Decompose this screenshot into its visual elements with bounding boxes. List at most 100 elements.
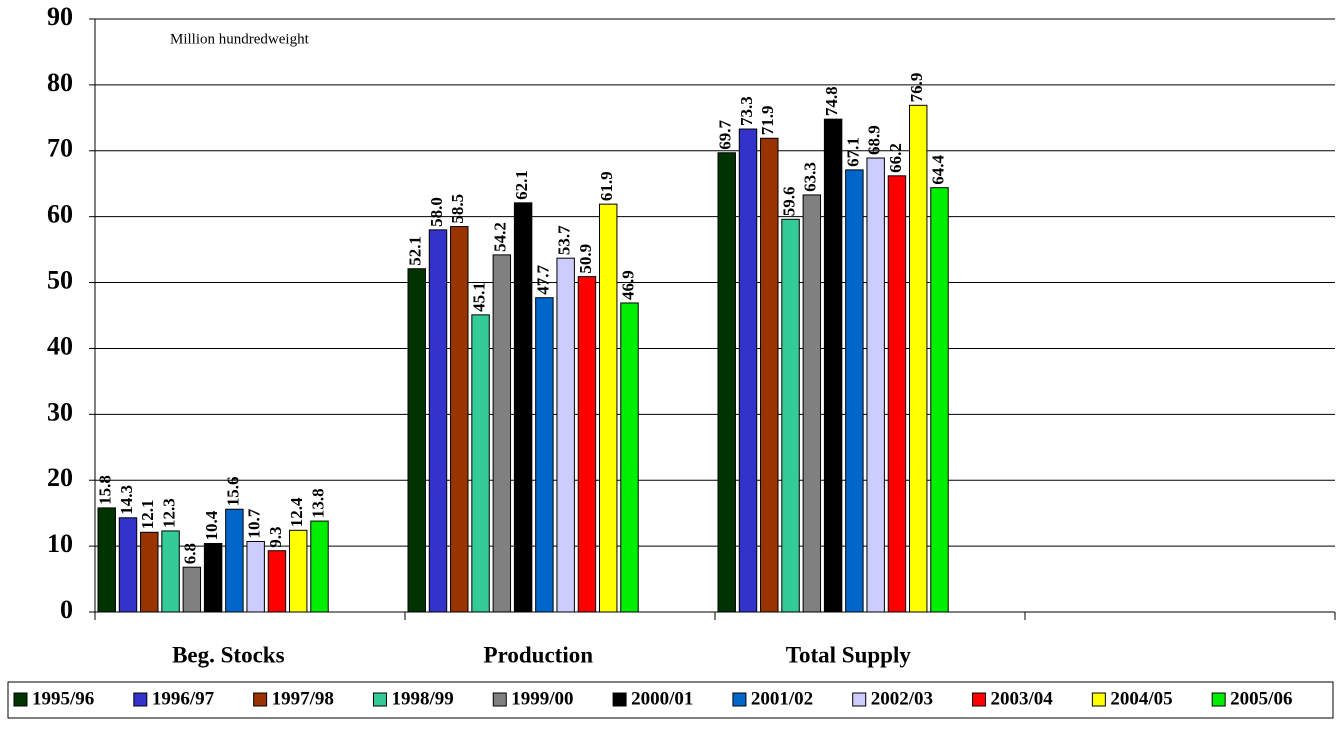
bar — [428, 229, 448, 613]
y-tick-label: 40 — [47, 331, 73, 360]
bar — [556, 257, 575, 613]
y-tick-label: 70 — [47, 134, 73, 163]
legend-label: 1996/97 — [152, 688, 215, 709]
value-label: 53.7 — [555, 225, 574, 255]
legend-label: 2001/02 — [751, 688, 813, 709]
legend-swatch — [253, 692, 268, 707]
y-tick-label: 20 — [47, 463, 73, 492]
value-label: 12.1 — [138, 500, 157, 530]
bar — [450, 226, 469, 613]
bar — [267, 550, 287, 613]
legend-box — [7, 681, 1334, 719]
legend-label: 1997/98 — [272, 688, 334, 709]
value-label: 10.4 — [202, 510, 221, 540]
legend-label: 1998/99 — [391, 688, 453, 709]
bar — [887, 175, 907, 613]
bar — [823, 118, 843, 613]
value-label: 68.9 — [865, 125, 884, 155]
legend-label: 2002/03 — [871, 688, 933, 709]
bar — [781, 218, 800, 613]
legend-swatch — [612, 692, 627, 707]
bar — [471, 314, 490, 613]
value-label: 9.3 — [266, 526, 285, 547]
y-tick-label: 90 — [47, 2, 73, 31]
y-tick-label: 50 — [47, 266, 73, 295]
bar — [407, 268, 426, 613]
bar — [288, 529, 308, 613]
bar — [310, 520, 329, 613]
legend-swatch — [852, 692, 867, 707]
value-label: 74.8 — [822, 86, 841, 116]
value-label: 46.9 — [618, 270, 637, 300]
value-label: 76.9 — [907, 73, 926, 103]
legend-label: 1999/00 — [511, 688, 573, 709]
value-label: 67.1 — [843, 137, 862, 167]
bar — [203, 542, 223, 613]
bar — [866, 157, 885, 613]
x-tick-label: Total Supply — [786, 642, 912, 667]
value-label: 13.8 — [308, 488, 327, 518]
bar — [738, 128, 758, 613]
bar — [225, 508, 244, 613]
y-tick-label: 80 — [47, 68, 73, 97]
legend-swatch — [972, 692, 987, 707]
value-label: 47.7 — [533, 264, 552, 294]
bar — [140, 531, 159, 613]
bar — [845, 169, 864, 613]
legend-swatch — [732, 692, 747, 707]
bar — [760, 137, 779, 613]
legend-label: 2004/05 — [1110, 688, 1172, 709]
x-tick-label: Beg. Stocks — [172, 642, 285, 667]
value-label: 15.8 — [96, 475, 115, 505]
bar — [182, 566, 202, 613]
bar — [492, 254, 512, 613]
value-label: 59.6 — [779, 187, 798, 217]
bar — [535, 297, 554, 613]
bar — [577, 276, 597, 613]
bar — [930, 187, 949, 613]
y-tick-label: 60 — [47, 200, 73, 229]
value-label: 52.1 — [406, 236, 425, 266]
legend-label: 2000/01 — [631, 688, 693, 709]
value-label: 15.6 — [223, 476, 242, 506]
bar — [598, 203, 618, 613]
value-label: 64.4 — [928, 154, 947, 184]
bar — [717, 152, 736, 613]
value-label: 62.1 — [512, 170, 531, 200]
bar — [620, 302, 639, 613]
value-label: 63.3 — [801, 162, 820, 192]
value-label: 61.9 — [597, 171, 616, 201]
annotation: Million hundredweight — [170, 31, 310, 47]
legend-swatch — [13, 692, 28, 707]
y-tick-label: 10 — [47, 529, 73, 558]
bar — [161, 530, 180, 613]
value-label: 12.4 — [287, 497, 306, 527]
bar — [802, 194, 822, 613]
legend-label: 2005/06 — [1230, 688, 1292, 709]
x-tick-label: Production — [484, 642, 594, 667]
legend-swatch — [372, 692, 387, 707]
legend-swatch — [492, 692, 507, 707]
bar — [246, 540, 265, 613]
value-label: 45.1 — [469, 282, 488, 312]
bar — [513, 202, 533, 613]
value-label: 6.8 — [181, 543, 200, 564]
value-label: 66.2 — [886, 143, 905, 173]
value-label: 10.7 — [245, 508, 264, 538]
value-label: 58.5 — [448, 194, 467, 224]
y-tick-label: 30 — [47, 397, 73, 426]
y-tick-label: 0 — [60, 595, 73, 624]
value-label: 73.3 — [737, 96, 756, 126]
bar — [908, 104, 928, 613]
legend-swatch — [1211, 692, 1226, 707]
value-label: 69.7 — [716, 120, 735, 150]
value-label: 12.3 — [159, 498, 178, 528]
legend-swatch — [1091, 692, 1106, 707]
value-label: 50.9 — [576, 244, 595, 274]
value-label: 14.3 — [117, 485, 136, 515]
bar — [97, 507, 116, 613]
value-label: 54.2 — [491, 222, 510, 252]
value-label: 58.0 — [427, 197, 446, 227]
value-label: 71.9 — [758, 106, 777, 136]
